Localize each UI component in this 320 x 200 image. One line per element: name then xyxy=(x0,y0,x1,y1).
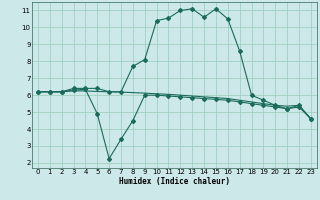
X-axis label: Humidex (Indice chaleur): Humidex (Indice chaleur) xyxy=(119,177,230,186)
